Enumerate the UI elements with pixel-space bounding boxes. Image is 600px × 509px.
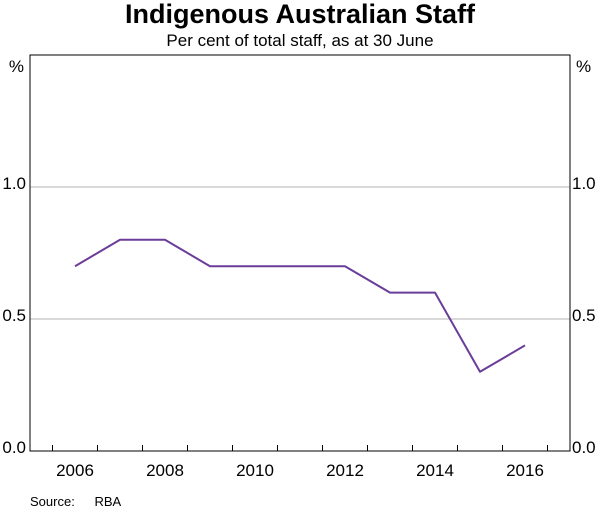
- x-tick-label: 2014: [416, 461, 454, 480]
- x-tick-label: 2008: [146, 461, 184, 480]
- chart-subtitle: Per cent of total staff, as at 30 June: [166, 31, 434, 50]
- chart-title: Indigenous Australian Staff: [124, 0, 476, 29]
- y-tick-label-right: 1.0: [572, 174, 596, 193]
- y-unit-label-right: %: [576, 57, 591, 76]
- y-unit-label-left: %: [9, 57, 24, 76]
- y-tick-label-left: 0.0: [2, 438, 26, 457]
- series-line: [74, 238, 526, 373]
- x-tick-label: 2016: [506, 461, 544, 480]
- y-tick-label-right: 0.0: [572, 438, 596, 457]
- x-tick-label: 2006: [56, 461, 94, 480]
- y-tick-label-left: 1.0: [2, 174, 26, 193]
- x-tick-label: 2012: [326, 461, 364, 480]
- y-tick-label-right: 0.5: [572, 306, 596, 325]
- x-tick-label: 2010: [236, 461, 274, 480]
- source-label: Source:: [30, 494, 75, 509]
- plot-frame: [29, 54, 571, 452]
- source-note: Source: RBA: [30, 494, 121, 509]
- y-tick-label-left: 0.5: [2, 306, 26, 325]
- source-value: RBA: [94, 494, 122, 509]
